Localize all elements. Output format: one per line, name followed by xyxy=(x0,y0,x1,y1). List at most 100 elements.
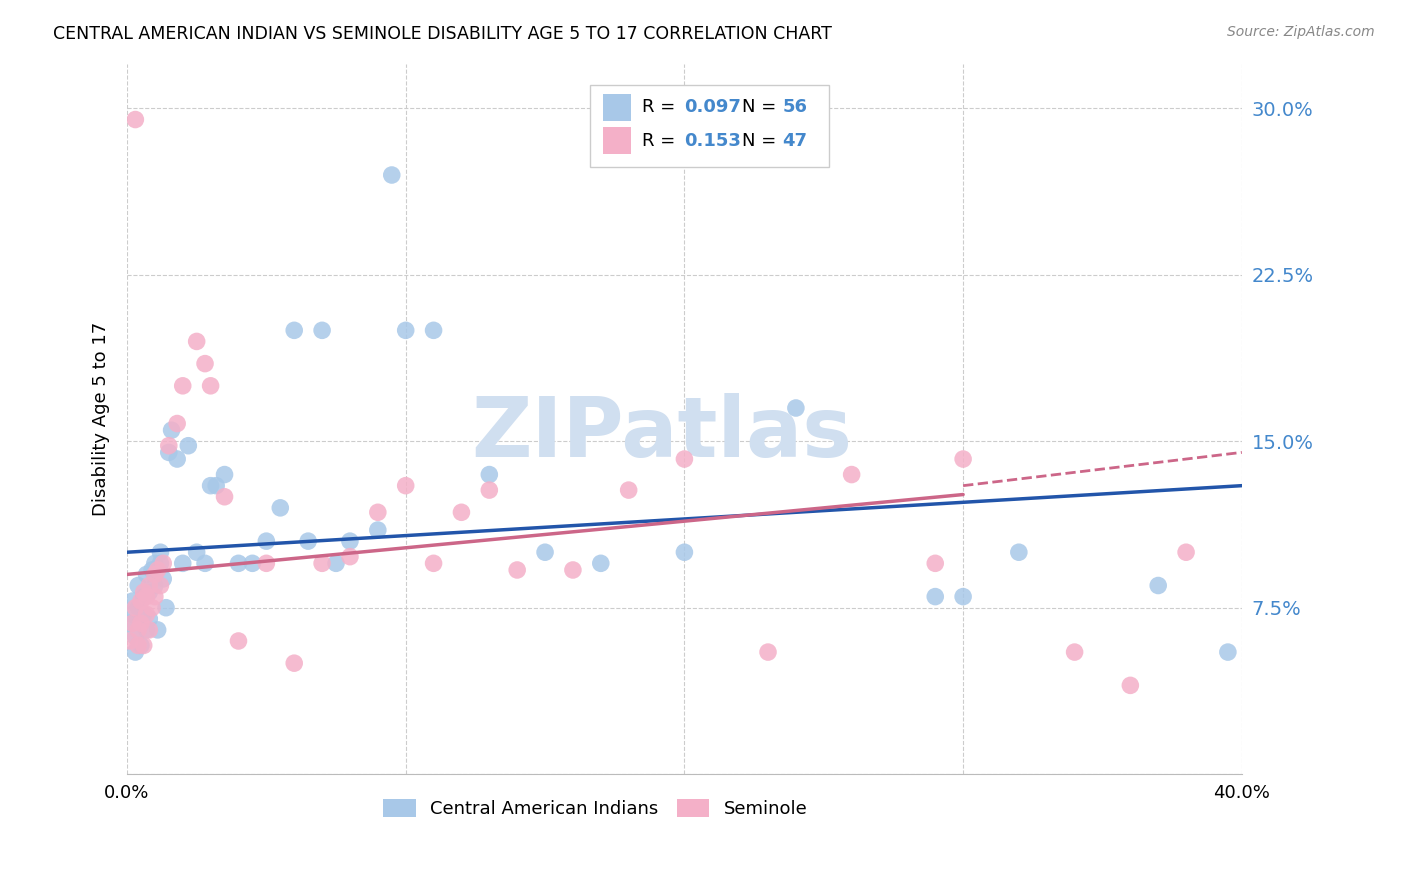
Point xyxy=(1008,545,1031,559)
Point xyxy=(269,500,291,515)
Point xyxy=(194,557,217,571)
Text: 47: 47 xyxy=(783,132,807,150)
Point xyxy=(141,563,163,577)
Point xyxy=(152,572,174,586)
Point xyxy=(135,567,157,582)
Text: R =: R = xyxy=(643,98,681,116)
Point xyxy=(194,357,217,371)
Point xyxy=(155,600,177,615)
Point xyxy=(297,534,319,549)
Point xyxy=(121,607,143,622)
Point xyxy=(367,505,389,519)
Point xyxy=(367,523,389,537)
Point xyxy=(200,478,222,492)
Y-axis label: Disability Age 5 to 17: Disability Age 5 to 17 xyxy=(93,322,110,516)
Point xyxy=(283,656,305,670)
Point xyxy=(138,578,160,592)
Point xyxy=(214,490,236,504)
Point xyxy=(534,545,557,559)
Point xyxy=(1175,545,1198,559)
Point xyxy=(132,639,155,653)
Point xyxy=(1147,578,1170,592)
Point xyxy=(450,505,472,519)
Text: R =: R = xyxy=(643,132,686,150)
Point xyxy=(157,445,180,459)
Point xyxy=(422,323,444,337)
Point xyxy=(129,616,152,631)
Point xyxy=(132,607,155,622)
Point xyxy=(138,612,160,626)
Point xyxy=(242,557,264,571)
Point xyxy=(311,323,333,337)
Point xyxy=(132,590,155,604)
Point xyxy=(177,439,200,453)
Point xyxy=(149,545,172,559)
Point xyxy=(339,549,361,564)
Point xyxy=(135,590,157,604)
Point xyxy=(478,467,501,482)
Point xyxy=(200,379,222,393)
Point xyxy=(135,623,157,637)
Point xyxy=(841,467,863,482)
Point xyxy=(138,585,160,599)
Point xyxy=(924,590,946,604)
Point xyxy=(141,600,163,615)
Point xyxy=(924,557,946,571)
Point xyxy=(149,578,172,592)
Point xyxy=(1216,645,1239,659)
Text: ZIPatlas: ZIPatlas xyxy=(471,392,852,474)
Point xyxy=(135,607,157,622)
Point xyxy=(127,623,149,637)
Point xyxy=(121,616,143,631)
Point xyxy=(146,623,169,637)
Point xyxy=(118,634,141,648)
Point xyxy=(756,645,779,659)
Point xyxy=(339,534,361,549)
Text: 0.153: 0.153 xyxy=(685,132,741,150)
Point xyxy=(785,401,807,415)
Point xyxy=(205,478,228,492)
Point xyxy=(589,557,612,571)
Point xyxy=(118,616,141,631)
Point xyxy=(129,616,152,631)
Point xyxy=(673,545,696,559)
Point xyxy=(124,600,146,615)
Point xyxy=(160,423,183,437)
Point xyxy=(478,483,501,497)
Point xyxy=(1119,678,1142,692)
Legend: Central American Indians, Seminole: Central American Indians, Seminole xyxy=(375,792,814,825)
Point xyxy=(395,478,418,492)
Point xyxy=(124,630,146,644)
Point xyxy=(422,557,444,571)
FancyBboxPatch shape xyxy=(589,86,830,167)
Point xyxy=(127,639,149,653)
Point xyxy=(124,645,146,659)
Point xyxy=(127,578,149,592)
Point xyxy=(157,439,180,453)
Point xyxy=(952,452,974,467)
Bar xyxy=(603,94,631,120)
Text: 0.097: 0.097 xyxy=(685,98,741,116)
Point xyxy=(172,379,194,393)
Text: N =: N = xyxy=(742,132,782,150)
Point xyxy=(146,563,169,577)
Point xyxy=(166,452,188,467)
Point xyxy=(228,634,250,648)
Point xyxy=(124,112,146,127)
Point xyxy=(254,534,277,549)
Text: N =: N = xyxy=(742,98,782,116)
Point xyxy=(1063,645,1085,659)
Point xyxy=(254,557,277,571)
Point xyxy=(152,557,174,571)
Point xyxy=(228,557,250,571)
Point xyxy=(143,578,166,592)
Point xyxy=(127,600,149,615)
Point xyxy=(186,334,208,349)
Point xyxy=(129,639,152,653)
Point xyxy=(395,323,418,337)
Point xyxy=(129,594,152,608)
Point xyxy=(325,557,347,571)
Point xyxy=(561,563,583,577)
Point xyxy=(172,557,194,571)
Point xyxy=(283,323,305,337)
